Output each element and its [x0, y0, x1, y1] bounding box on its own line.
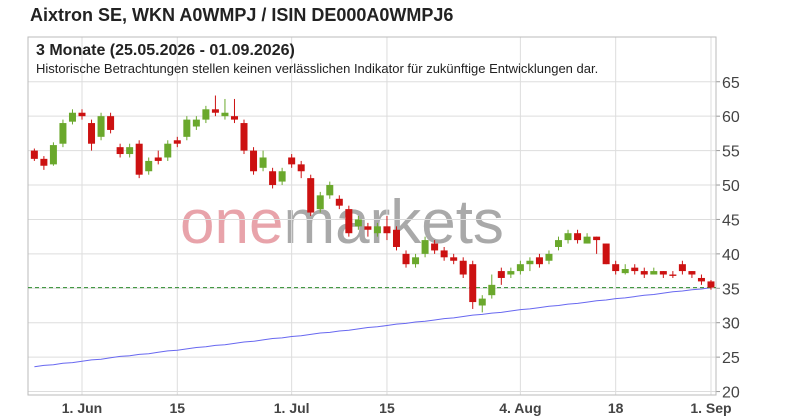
- candle-body: [602, 243, 610, 265]
- candle-body: [669, 274, 677, 276]
- y-tick-label: 55: [722, 144, 740, 161]
- candle-body: [469, 264, 477, 303]
- candle-body: [307, 178, 315, 213]
- y-tick-label: 35: [722, 281, 740, 298]
- candle-body: [202, 109, 210, 120]
- candle-body: [49, 145, 57, 165]
- candle-body: [392, 229, 400, 247]
- candle-body: [440, 250, 448, 258]
- candle-body: [631, 267, 639, 272]
- candle-body: [564, 233, 572, 241]
- candle-body: [30, 150, 38, 159]
- candle-body: [412, 257, 420, 265]
- x-tick-label: 1. Jun: [62, 400, 102, 416]
- candle-body: [640, 271, 648, 275]
- candle-body: [478, 298, 486, 306]
- y-tick-label: 60: [722, 109, 740, 126]
- candle-body: [154, 157, 162, 161]
- candle-body: [192, 119, 200, 127]
- candle-body: [40, 158, 48, 166]
- candle-body: [250, 150, 258, 172]
- candle-body: [145, 160, 153, 172]
- candle-body: [107, 116, 115, 130]
- candle-body: [173, 140, 181, 144]
- candle-body: [450, 257, 458, 261]
- candle-body: [78, 112, 86, 117]
- candle-body: [659, 271, 667, 275]
- candle-body: [211, 109, 219, 113]
- candle-body: [545, 253, 553, 261]
- candle-body: [431, 243, 439, 251]
- candle-body: [269, 171, 277, 186]
- x-tick-label: 18: [608, 400, 624, 416]
- candle-body: [535, 257, 543, 265]
- y-tick-label: 25: [722, 350, 740, 367]
- candle-body: [421, 240, 429, 254]
- disclaimer: Historische Betrachtungen stellen keinen…: [36, 61, 599, 76]
- y-tick-label: 20: [722, 385, 740, 402]
- candle-body: [516, 264, 524, 272]
- candle-body: [230, 116, 238, 120]
- candle-body: [126, 147, 134, 155]
- chart-subtitle: 3 Monate (25.05.2026 - 01.09.2026): [36, 42, 295, 59]
- watermark-part: one: [180, 188, 283, 257]
- candle-body: [583, 236, 591, 244]
- candle-body: [68, 112, 76, 122]
- y-tick-label: 45: [722, 212, 740, 229]
- x-tick-label: 15: [379, 400, 395, 416]
- candle-body: [593, 236, 601, 241]
- y-tick-label: 30: [722, 316, 740, 333]
- candle-body: [707, 281, 715, 288]
- candle-body: [383, 226, 391, 234]
- y-tick-label: 65: [722, 75, 740, 92]
- page-title: Aixtron SE, WKN A0WMPJ / ISIN DE000A0WMP…: [30, 5, 454, 25]
- candle-body: [621, 269, 629, 274]
- candle-body: [259, 157, 267, 168]
- candle-body: [402, 253, 410, 265]
- candle-body: [650, 271, 658, 275]
- y-tick-label: 40: [722, 247, 740, 264]
- candle-body: [373, 226, 381, 234]
- candle-body: [364, 226, 372, 230]
- candle-body: [345, 209, 353, 234]
- candle-body: [135, 143, 143, 175]
- candle-body: [697, 277, 705, 282]
- plot-frame: [27, 36, 717, 396]
- candle-body: [688, 271, 696, 275]
- candle-body: [278, 171, 286, 182]
- x-tick-label: 1. Jul: [274, 400, 310, 416]
- candle-body: [326, 185, 334, 196]
- candle-body: [288, 157, 296, 165]
- candle-body: [555, 240, 562, 247]
- candle-body: [240, 123, 248, 151]
- candle-body: [574, 233, 582, 241]
- moving-average: [34, 287, 712, 368]
- x-tick-label: 1. Sep: [690, 400, 731, 416]
- candle-body: [221, 112, 229, 117]
- x-tick-label: 4. Aug: [499, 400, 541, 416]
- y-tick-label: 50: [722, 178, 740, 195]
- candle-body: [164, 143, 172, 158]
- candle-body: [183, 119, 191, 137]
- candle-body: [297, 164, 305, 172]
- candle-body: [488, 284, 496, 296]
- x-tick-label: 15: [170, 400, 186, 416]
- watermark: onemarkets: [180, 188, 504, 257]
- candle-body: [459, 260, 467, 275]
- candle-body: [59, 123, 67, 144]
- candle-body: [116, 147, 124, 155]
- candle-body: [497, 271, 505, 278]
- candle-body: [335, 198, 343, 206]
- candle-body: [354, 219, 362, 227]
- candle-body: [612, 264, 620, 272]
- candle-body: [316, 195, 324, 210]
- candle-body: [97, 116, 105, 137]
- candle-body: [678, 264, 686, 272]
- candle-body: [526, 260, 534, 265]
- candle-body: [507, 271, 515, 275]
- candle-body: [88, 123, 96, 144]
